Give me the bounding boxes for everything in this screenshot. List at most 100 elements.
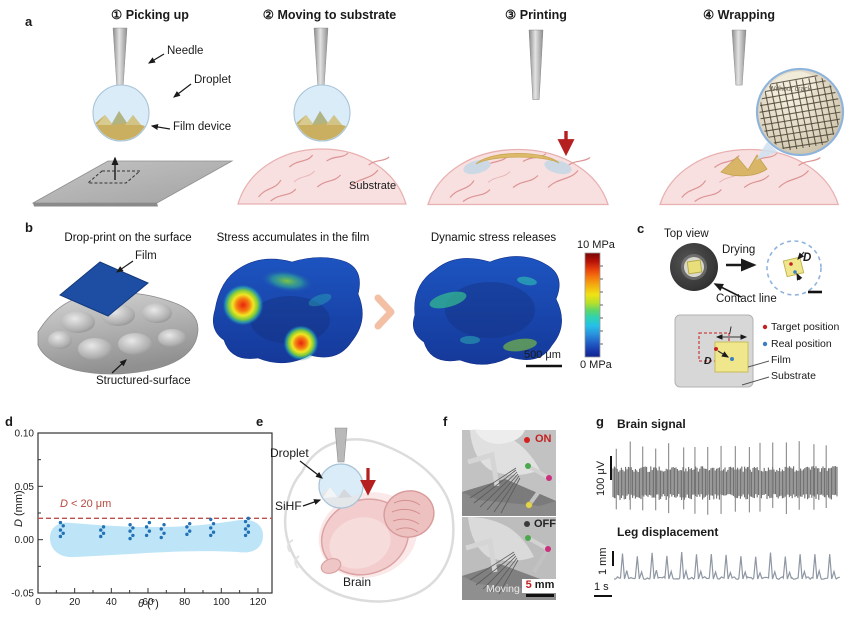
brain-label-e: Brain	[343, 575, 372, 589]
real-dot	[793, 270, 797, 274]
marker-yellow	[525, 501, 533, 509]
on-dot	[524, 437, 530, 443]
brain-signal-title: Brain signal	[617, 417, 686, 431]
substrate-label: Substrate	[349, 180, 397, 192]
d-ylabel: D (mm)	[13, 490, 25, 527]
film-top-view	[686, 259, 703, 275]
scalebar-5mm: 5 mm	[522, 579, 558, 593]
off-label: OFF	[534, 518, 556, 530]
moving-label: Moving	[486, 583, 520, 595]
svg-text:100: 100	[213, 597, 230, 608]
colorbar-max-label: 10 MPa	[577, 239, 615, 251]
b-title-3: Dynamic stress releases	[430, 232, 557, 244]
blue-film	[59, 261, 149, 317]
d-xlabel: θ (°)	[138, 598, 159, 610]
panel-d-label: d	[5, 414, 13, 429]
panel-a-art	[31, 27, 845, 207]
contact-line-circle	[766, 240, 822, 296]
marker-green-2	[525, 535, 531, 541]
svg-text:0.00: 0.00	[15, 535, 35, 546]
marker-magenta	[546, 475, 552, 481]
real-position-label: Real position	[771, 338, 832, 350]
colorbar-min-label: 0 MPa	[580, 359, 612, 371]
d-var-top: D	[803, 252, 812, 264]
film-square	[714, 341, 749, 373]
cerebellum	[383, 490, 435, 538]
panel-e-label: e	[256, 414, 264, 429]
top-view-label: Top view	[664, 228, 709, 240]
mm-scale-label: 1 mm	[597, 547, 609, 576]
b-title-2: Stress accumulates in the film	[216, 232, 370, 244]
panel-g-label: g	[596, 414, 604, 429]
panel-f-label: f	[443, 414, 448, 429]
contact-line-label: Contact line	[716, 293, 777, 305]
pickup-outline	[86, 170, 142, 184]
droplet-residue-right	[544, 159, 572, 175]
svg-text:20: 20	[69, 597, 81, 608]
substrate-square	[674, 314, 754, 388]
svg-text:0.10: 0.10	[15, 429, 35, 440]
marker-green	[525, 463, 531, 469]
svg-text:120: 120	[250, 597, 267, 608]
droplet-label-e: Droplet	[270, 446, 309, 460]
data-band	[50, 519, 264, 558]
voltage-scale-label: 100 μV	[595, 460, 607, 496]
marker-magenta-2	[545, 546, 551, 552]
l-var-label: l	[729, 325, 732, 337]
svg-text:-0.05: -0.05	[11, 589, 34, 600]
threshold-label: D < 20 μm	[60, 498, 112, 510]
leg-displacement-trace	[613, 552, 840, 581]
printed-film	[475, 152, 560, 165]
substrate-label-c: Substrate	[771, 370, 816, 382]
structured-surface	[37, 292, 199, 375]
stress-map-before	[213, 257, 363, 364]
droplet-label: Droplet	[194, 74, 232, 86]
drying-label: Drying	[722, 244, 756, 256]
needle-label: Needle	[167, 45, 204, 57]
svg-text:40: 40	[106, 597, 118, 608]
panel-c-label: c	[637, 221, 645, 236]
svg-text:0: 0	[35, 597, 41, 608]
on-label: ON	[535, 433, 552, 445]
svg-text:80: 80	[179, 597, 191, 608]
surface-label: Structured-surface	[96, 375, 191, 387]
chevron-arrow	[374, 294, 395, 330]
droplet-e-shape	[318, 463, 364, 509]
off-dot	[524, 521, 530, 527]
olfactory-bulb	[320, 557, 342, 575]
target-position-label: Target position	[771, 321, 840, 333]
d-var-bottom: D	[704, 355, 712, 367]
panel-a-label: a	[25, 14, 33, 29]
b-title-1: Drop-print on the surface	[64, 232, 192, 244]
mesh-film	[759, 71, 841, 153]
step-1-title: ① Picking up	[111, 8, 189, 22]
scalebar-500um-label: 500 μm	[524, 349, 561, 361]
inset-circle	[755, 67, 845, 157]
leg-displacement-title: Leg displacement	[617, 525, 719, 539]
panel-d-chart: 0 20 40 60 80 100 120-0.050.000.050.10	[11, 429, 273, 608]
film-after-drying	[782, 256, 805, 278]
plot-frame	[37, 432, 273, 594]
droplet-residue-left	[463, 159, 491, 175]
film-label-c: Film	[771, 354, 791, 366]
step-2-title: ② Moving to substrate	[262, 8, 397, 22]
inset-caption: Without crack	[769, 86, 812, 93]
panel-g-art	[594, 441, 840, 597]
panel-b-label: b	[25, 220, 33, 235]
step-4-title: ④ Wrapping	[702, 8, 776, 22]
d-offset-arrow	[717, 350, 730, 358]
stress-colorbar	[584, 252, 601, 358]
needle-e	[334, 427, 348, 463]
brain-signal-trace	[612, 441, 838, 515]
brain-main-lobe	[320, 498, 410, 576]
target-dot	[789, 262, 793, 266]
inset-pointer	[756, 142, 778, 160]
film-device-label: Film device	[173, 121, 232, 133]
time-scale-label: 1 s	[594, 581, 609, 593]
step-3-title: ③ Printing	[505, 8, 567, 22]
sihf-label: SiHF	[275, 499, 302, 513]
wrapped-film	[720, 154, 768, 177]
carrier-plate	[31, 160, 234, 204]
film-label-b: Film	[135, 250, 157, 262]
